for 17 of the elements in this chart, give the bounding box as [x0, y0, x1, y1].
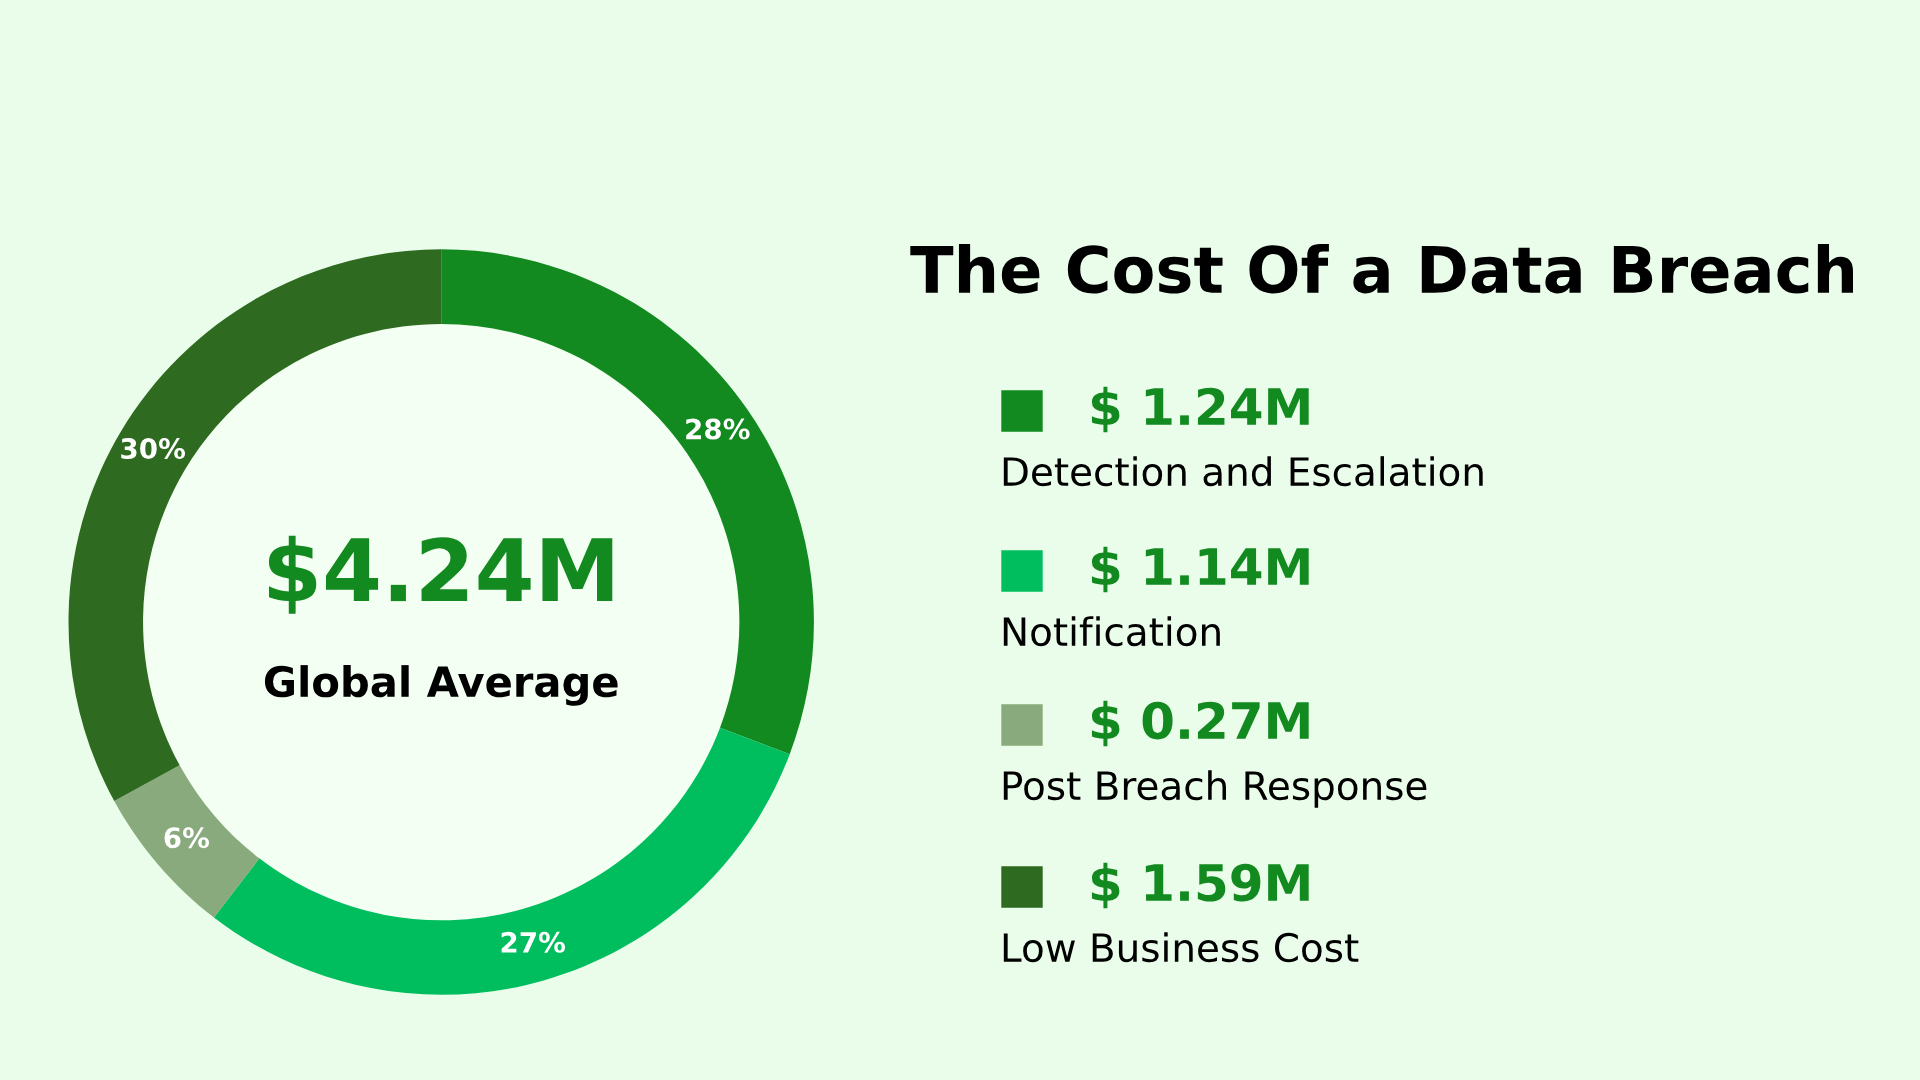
legend-label: Low Business Cost: [1003, 932, 1359, 963]
donut-slice: [213, 727, 790, 995]
data-label: 30%: [121, 438, 186, 460]
text: $ 1.24M: [1091, 386, 1309, 433]
text: $ 0.27M: [1091, 700, 1309, 747]
data-label: 6%: [164, 827, 210, 849]
donut-slice: [114, 765, 260, 918]
chart-title: The Cost Of a Data Breach: [910, 244, 1853, 294]
text: Global Average: [264, 665, 618, 706]
text: $4.24M: [268, 535, 613, 614]
data-label: 27%: [501, 931, 566, 953]
data-label: 28%: [686, 418, 750, 440]
text: $ 1.14M: [1091, 546, 1309, 593]
legend-label: Post Breach Response: [1003, 770, 1427, 808]
text: $ 1.59M: [1091, 862, 1309, 909]
legend-label: Notification: [1003, 616, 1220, 647]
legend-label: Detection and Escalation: [1003, 456, 1483, 487]
